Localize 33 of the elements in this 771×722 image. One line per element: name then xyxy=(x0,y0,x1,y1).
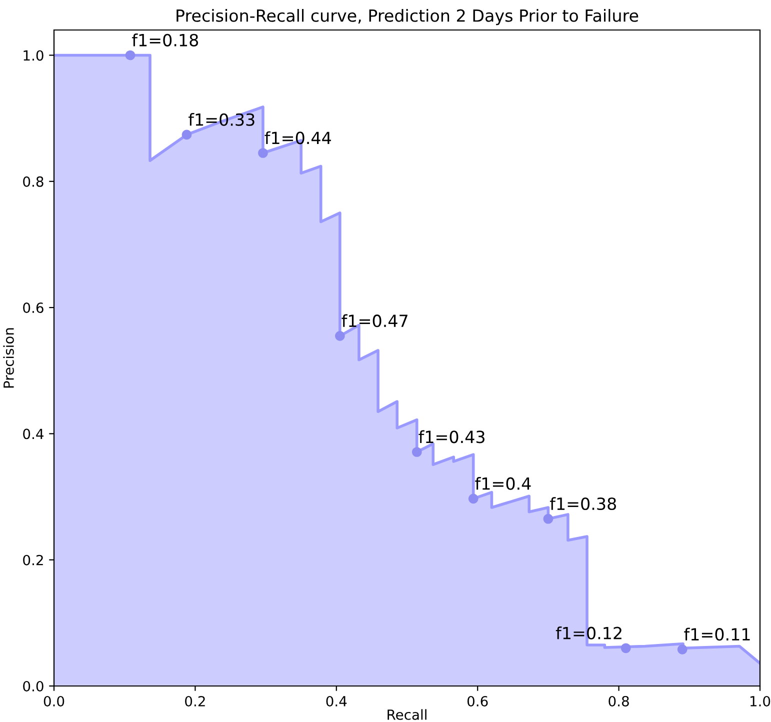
x-tick-label: 1.0 xyxy=(750,696,770,706)
x-tick-label: 0.0 xyxy=(44,696,64,706)
point xyxy=(543,514,554,524)
y-tick-label: 0.4 xyxy=(23,428,44,440)
annotation: f1=0.44 xyxy=(264,131,331,144)
annotation: f1=0.33 xyxy=(188,113,254,126)
chart-title: Precision-Recall curve, Prediction 2 Days Prior to Failure xyxy=(176,9,638,26)
annotation: f1=0.43 xyxy=(418,430,484,444)
x-tick-label: 0.2 xyxy=(185,696,205,706)
x-tick-label: 0.4 xyxy=(326,696,347,706)
point xyxy=(620,643,631,654)
annotation: f1=0.18 xyxy=(132,34,198,46)
annotation: f1=0.12 xyxy=(556,626,622,640)
point xyxy=(468,494,478,504)
point xyxy=(125,50,136,60)
annotation: f1=0.11 xyxy=(684,628,750,641)
x-tick-label: 0.8 xyxy=(608,696,629,706)
y-tick-label: 0.6 xyxy=(23,302,44,314)
annotation: f1=0.47 xyxy=(342,314,408,328)
y-tick-label: 1.0 xyxy=(24,50,44,61)
point xyxy=(412,447,422,457)
y-axis-title: Precision xyxy=(3,328,14,388)
x-axis-title: Recall xyxy=(388,709,426,720)
y-tick-label: 0.0 xyxy=(23,680,44,692)
point xyxy=(182,130,192,140)
y-tick-label: 0.2 xyxy=(23,554,43,566)
point xyxy=(335,331,345,341)
x-tick-label: 0.6 xyxy=(467,696,488,706)
y-tick-label: 0.8 xyxy=(23,176,44,187)
annotation: f1=0.4 xyxy=(475,476,531,490)
point xyxy=(258,148,268,158)
annotation: f1=0.38 xyxy=(550,497,616,510)
point xyxy=(677,644,688,654)
